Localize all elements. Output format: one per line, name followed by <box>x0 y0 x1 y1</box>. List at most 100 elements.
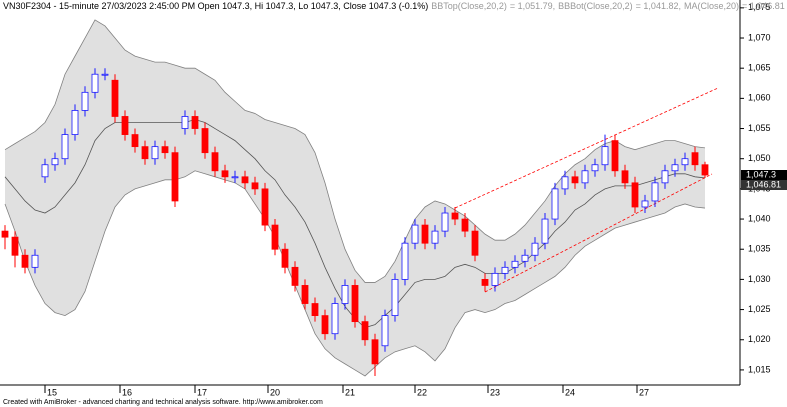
candle-body <box>141 146 149 160</box>
candle-body <box>671 164 679 172</box>
y-tick-label: 1,040 <box>748 213 771 223</box>
y-tick-label: 1,075 <box>748 2 771 12</box>
candle-body <box>611 140 619 172</box>
trend-line <box>454 87 719 209</box>
candle-body <box>221 170 229 178</box>
candle-body <box>91 73 99 93</box>
y-tick-label: 1,065 <box>748 63 771 73</box>
candle-body <box>131 134 139 148</box>
candle-body <box>361 321 369 341</box>
y-tick-label: 1,015 <box>748 364 771 374</box>
price-label: 1,047.3 <box>746 169 776 179</box>
y-tick-label: 1,030 <box>748 274 771 284</box>
candle-body <box>491 272 499 286</box>
candles <box>1 68 709 376</box>
candle-body <box>451 212 459 220</box>
chart-title: VN30F2304 - 15-minute 27/03/2023 2:45:00… <box>3 1 428 11</box>
candle-body <box>631 182 639 208</box>
candle-body <box>691 152 699 166</box>
candle-body <box>351 285 359 323</box>
candle-body <box>501 266 509 274</box>
candle-body <box>581 170 589 184</box>
candle-body <box>381 315 389 347</box>
legend-value: = 1,046.81 <box>742 1 785 11</box>
band-fill <box>5 19 705 376</box>
candle-body <box>531 242 539 256</box>
candle-body <box>151 146 159 160</box>
candle-body <box>31 254 39 268</box>
candle-body <box>651 182 659 202</box>
candle-body <box>251 182 259 190</box>
x-tick-label: 24 <box>565 387 575 397</box>
candle-body <box>51 158 59 166</box>
legend-name: BBBot(Close,20,2) <box>558 1 633 11</box>
candle-body <box>541 218 549 244</box>
legend-value: = 1,041.82, <box>636 1 681 11</box>
footer: Created with AmiBroker - advanced charti… <box>3 399 323 406</box>
y-tick-label: 1,070 <box>748 32 771 42</box>
price-label: 1,046.81 <box>746 179 781 189</box>
price-label-box <box>741 180 787 190</box>
candle-body <box>701 164 709 176</box>
candle-body <box>571 176 579 184</box>
candle-body <box>281 248 289 268</box>
y-tick-label: 1,035 <box>748 244 771 254</box>
candle-body <box>551 188 559 220</box>
candle-body <box>311 303 319 317</box>
header: VN30F2304 - 15-minute 27/03/2023 2:45:00… <box>3 1 785 11</box>
axis-labels: 1,0151,0201,0251,0301,0351,0401,0451,050… <box>44 2 787 397</box>
candle-body <box>391 278 399 317</box>
candle-body <box>121 116 129 135</box>
candle-body <box>21 254 29 268</box>
x-tick-label: 23 <box>490 387 500 397</box>
candle-body <box>431 230 439 244</box>
y-tick-label: 1,025 <box>748 304 771 314</box>
legend-name: BBTop(Close,20,2) <box>431 1 507 11</box>
candle-body <box>321 315 329 335</box>
y-tick-label: 1,060 <box>748 93 771 103</box>
candle-body <box>231 176 239 179</box>
y-tick-label: 1,020 <box>748 334 771 344</box>
y-tick-label: 1,055 <box>748 123 771 133</box>
candle-body <box>41 164 49 178</box>
candle-body <box>681 158 689 166</box>
x-tick-label: 16 <box>122 387 132 397</box>
candle-body <box>201 128 209 154</box>
candle-body <box>401 242 409 280</box>
x-tick-label: 21 <box>345 387 355 397</box>
legend-value: = 1,051.79, <box>510 1 555 11</box>
legend-name: MA(Close,20) <box>684 1 739 11</box>
x-tick-label: 20 <box>270 387 280 397</box>
candle-body <box>371 339 379 365</box>
x-tick-label: 22 <box>417 387 427 397</box>
candle-body <box>441 212 449 232</box>
candle-body <box>331 303 339 335</box>
candle-body <box>181 116 189 129</box>
candle-body <box>71 110 79 135</box>
candle-body <box>411 224 419 244</box>
candle-body <box>101 73 109 76</box>
candle-body <box>421 224 429 244</box>
price-label-box <box>741 170 787 180</box>
candle-body <box>1 230 9 238</box>
candle-body <box>341 285 349 304</box>
candle-body <box>641 200 649 208</box>
candle-body <box>601 146 609 166</box>
candle-body <box>301 285 309 304</box>
candle-body <box>211 152 219 172</box>
candle-body <box>461 218 469 232</box>
x-tick-label: 15 <box>47 387 57 397</box>
trend-line <box>484 173 713 293</box>
candle-body <box>241 176 249 184</box>
x-tick-label: 27 <box>639 387 649 397</box>
candle-body <box>521 254 529 262</box>
candle-body <box>471 230 479 256</box>
candle-body <box>11 236 19 256</box>
candle-body <box>271 224 279 250</box>
candle-body <box>591 164 599 172</box>
candle-body <box>511 260 519 268</box>
candle-body <box>291 266 299 286</box>
y-tick-label: 1,050 <box>748 153 771 163</box>
candle-body <box>621 170 629 184</box>
